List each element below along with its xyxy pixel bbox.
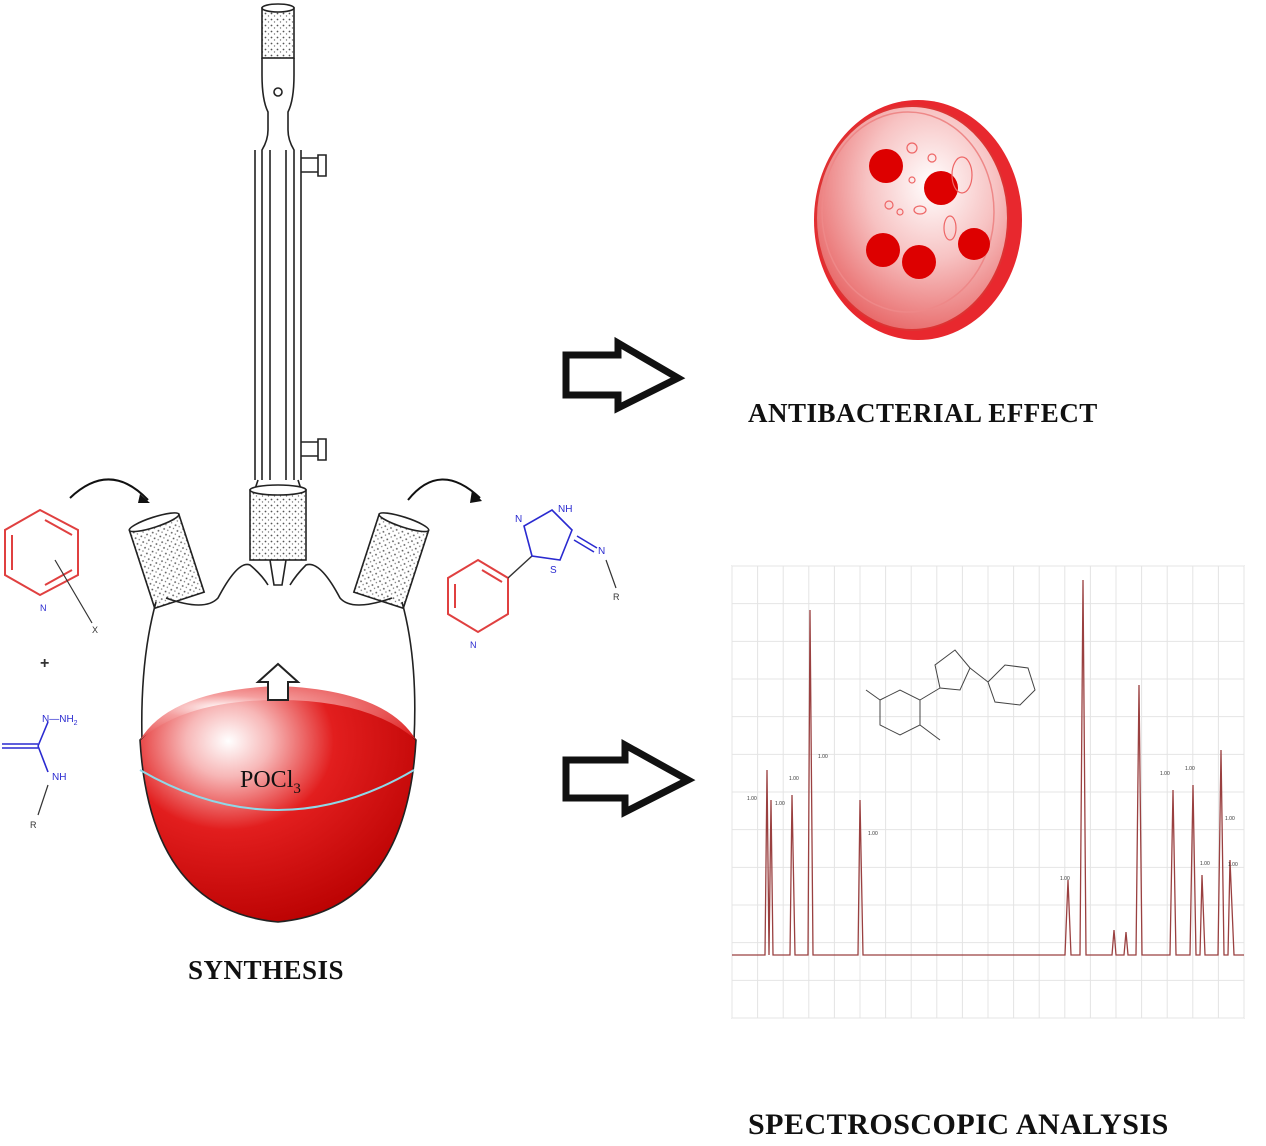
synthesis-caption: SYNTHESIS: [188, 955, 345, 985]
r-label: R: [30, 820, 37, 830]
input-curved-arrow: [69, 478, 149, 501]
thiadiazole-product: N N NH S N R: [447, 504, 620, 650]
arrow-to-antibacterial: [562, 336, 686, 414]
svg-text:1.00: 1.00: [1228, 862, 1238, 868]
output-curved-arrow: [407, 478, 481, 501]
svg-text:1.00: 1.00: [775, 801, 785, 807]
petri-dish: [814, 100, 1022, 340]
svg-text:1.00: 1.00: [747, 796, 757, 802]
svg-text:S: S: [550, 565, 557, 576]
plus-sign: +: [40, 655, 49, 672]
antibacterial-caption: ANTIBACTERIAL EFFECT: [748, 398, 1098, 428]
spectroscopic-caption: SPECTROSCOPIC ANALYSIS: [748, 1108, 1169, 1141]
svg-text:1.00: 1.00: [1200, 861, 1210, 867]
pyridine-reactant: [4, 508, 79, 597]
pyridine-substituent-label: X: [92, 625, 98, 635]
colony: [924, 171, 958, 205]
svg-text:N—NH2: N—NH2: [42, 714, 78, 727]
svg-text:N: N: [598, 546, 605, 557]
nmr-inset-structure: [865, 649, 1036, 741]
reagent-label: POCl3: [240, 767, 301, 797]
nh-label: NH: [52, 772, 66, 783]
svg-text:1.00: 1.00: [1225, 816, 1235, 822]
svg-text:R: R: [613, 592, 620, 602]
svg-text:N: N: [515, 514, 522, 525]
arrow-to-spectroscopy: [562, 739, 696, 818]
svg-text:1.00: 1.00: [1185, 766, 1195, 772]
colony: [866, 233, 900, 267]
colony: [869, 149, 903, 183]
round-bottom-flask: [128, 484, 430, 923]
thiosemicarbazide-reactant: [2, 721, 49, 773]
colony: [958, 228, 990, 260]
svg-text:1.00: 1.00: [1160, 771, 1170, 777]
svg-text:1.00: 1.00: [789, 776, 799, 782]
svg-text:N: N: [470, 640, 477, 650]
svg-text:1.00: 1.00: [818, 754, 828, 760]
colony: [902, 245, 936, 279]
reflux-condenser: [253, 3, 327, 493]
svg-text:1.00: 1.00: [1060, 876, 1070, 882]
svg-text:NH: NH: [558, 504, 572, 515]
nmr-spectrum: 1.00 1.00 1.00 1.00 1.00 1.00 1.00 1.00 1.00…: [731, 565, 1245, 1019]
svg-text:1.00: 1.00: [868, 831, 878, 837]
svg-text:N: N: [40, 603, 47, 613]
